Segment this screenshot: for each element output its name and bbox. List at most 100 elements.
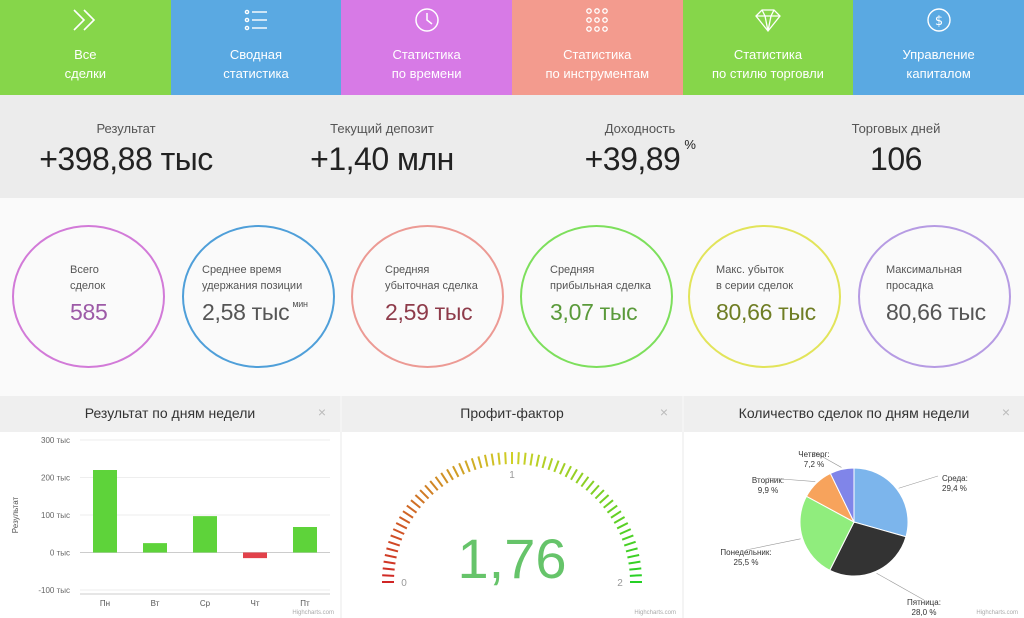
panel-title: Количество сделок по дням недели	[738, 405, 970, 421]
gauge-tick	[523, 452, 527, 465]
gauge-tick	[434, 476, 444, 488]
y-tick-label: 300 тыс	[41, 436, 70, 445]
stat-value: +1,40 млн	[310, 141, 454, 177]
gauge-tick	[429, 480, 439, 491]
circle-avg-profit-trade: Средняя прибыльная сделка 3,07 тыс	[520, 225, 673, 368]
gauge-tick	[559, 462, 566, 475]
pie-connector	[813, 451, 842, 468]
circle-value-wrap: 80,66 тыс	[716, 299, 816, 326]
gauge-tick	[619, 528, 632, 535]
pie-label-value: 7,2 %	[804, 460, 824, 469]
gauge-tick	[590, 484, 600, 495]
stat-label: Доходность	[604, 121, 676, 136]
circle-total-trades: Всего сделок 585	[12, 225, 165, 368]
gauge-tick	[623, 540, 636, 547]
gauge-tick	[382, 574, 395, 577]
gauge-tick	[386, 547, 399, 553]
stat-value: +39,89	[584, 141, 681, 177]
bar	[93, 470, 117, 553]
circle-value-wrap: 80,66 тыс	[886, 299, 986, 326]
close-icon[interactable]: ×	[1001, 404, 1010, 420]
stat-unit: %	[684, 137, 696, 152]
gauge-chart: 0 1 2 1,76	[382, 452, 642, 590]
circle-title: Средняя убыточная сделка	[385, 264, 478, 292]
stat-result: Результат +398,88 тыс	[6, 95, 246, 178]
panel-header: Количество сделок по дням недели ×	[684, 396, 1024, 432]
nav-summary-stats[interactable]: Сводная статистика	[170, 0, 342, 95]
gauge-tick	[625, 547, 638, 553]
y-tick-label: 100 тыс	[41, 511, 70, 520]
panel-profit-factor: Профит-фактор × 0 1 2 1,76 Highcharts.com	[342, 396, 682, 618]
gauge-tick	[383, 560, 396, 565]
gauge-tick	[497, 452, 501, 465]
gauge-tick	[440, 472, 449, 484]
pie-slice	[829, 467, 855, 523]
nav-label: Сводная статистика	[223, 47, 289, 81]
summary-band: Результат +398,88 тыс Текущий депозит +1…	[0, 95, 1024, 198]
pie-connector	[898, 475, 939, 489]
chart-credit: Highcharts.com	[976, 610, 1018, 616]
circle-value-wrap: 3,07 тыс	[550, 299, 638, 326]
gauge-tick	[388, 540, 401, 547]
gauge-tick	[477, 456, 483, 469]
gauge-tick	[629, 574, 642, 577]
gauge-tick	[446, 468, 454, 481]
metrics-circles: Всего сделок 585 Среднее время удержания…	[0, 198, 1024, 396]
stat-yield: Доходность +39,89%	[520, 95, 760, 178]
circle-value: 80,66 тыс	[716, 299, 816, 325]
gauge-tick	[610, 510, 622, 519]
top-nav: Все сделки Сводная статистика Статистика…	[0, 0, 1024, 95]
close-icon[interactable]: ×	[317, 404, 326, 420]
circle-value-wrap: 585	[70, 299, 108, 326]
y-tick-label: -100 тыс	[38, 586, 70, 595]
gauge-value: 1,76	[458, 527, 567, 590]
pie-label-value: 28,0 %	[912, 608, 937, 617]
pie-label-name: Пятница:	[907, 598, 941, 607]
circle-title: Среднее время удержания позиции	[202, 264, 303, 292]
bar	[243, 552, 267, 559]
nav-instrument-stats[interactable]: Статистика по инструментам	[511, 0, 683, 95]
y-tick-label: 200 тыс	[41, 474, 70, 483]
pie-connector	[876, 572, 925, 601]
nav-label: Все сделки	[64, 47, 107, 81]
panel-title: Результат по дням недели	[84, 405, 256, 421]
x-tick-label: Ср	[200, 599, 211, 608]
x-tick-label: Вт	[151, 599, 160, 608]
gauge-tick	[384, 553, 397, 559]
gauge-tick	[541, 456, 547, 469]
nav-all-trades[interactable]: Все сделки	[0, 0, 171, 95]
pie-chart: Среда:29,4 % Пятница:28,0 % Понедельник:25…	[720, 450, 967, 617]
circle-value: 2,59 тыс	[385, 299, 473, 325]
bar-chart: 300 тыс 200 тыс 100 тыс 0 тыс -100 тыс Резуль…	[11, 436, 330, 608]
stat-deposit: Текущий депозит +1,40 млн	[262, 95, 502, 178]
nav-capital-management[interactable]: $ Управление капиталом	[853, 0, 1024, 95]
x-tick-label: Пн	[100, 599, 110, 608]
circle-title: Всего сделок	[70, 264, 106, 292]
gauge-scale-label: 2	[617, 578, 623, 589]
circle-title: Средняя прибыльная сделка	[550, 264, 652, 292]
circle-unit: мин	[292, 299, 308, 309]
stat-value: +398,88 тыс	[39, 141, 213, 177]
gauge-tick	[535, 454, 541, 467]
circle-value: 3,07 тыс	[550, 299, 638, 325]
gauge-tick	[398, 516, 411, 524]
gauge-tick	[517, 452, 520, 465]
gauge-tick	[458, 462, 465, 475]
circle-max-drawdown: Максимальная просадка 80,66 тыс	[858, 225, 1011, 368]
circle-value: 80,66 тыс	[886, 299, 986, 325]
circle-avg-hold-time: Среднее время удержания позиции 2,58 тыс…	[182, 225, 335, 368]
circle-value-wrap: 2,59 тыс	[385, 299, 473, 326]
gauge-tick	[406, 504, 418, 514]
nav-style-stats[interactable]: Статистика по стилю торговли	[682, 0, 854, 95]
circle-value: 2,58 тыс	[202, 299, 290, 325]
stat-value: 106	[870, 141, 922, 177]
gauge-tick	[410, 499, 421, 509]
gauge-tick	[392, 528, 405, 535]
pie-slice	[853, 467, 909, 538]
nav-time-stats[interactable]: Статистика по времени	[341, 0, 512, 95]
svg-text:$: $	[934, 14, 942, 29]
panel-header: Профит-фактор ×	[342, 396, 682, 432]
gauge-tick	[419, 489, 430, 500]
x-tick-label: Чт	[251, 599, 260, 608]
close-icon[interactable]: ×	[659, 404, 668, 420]
